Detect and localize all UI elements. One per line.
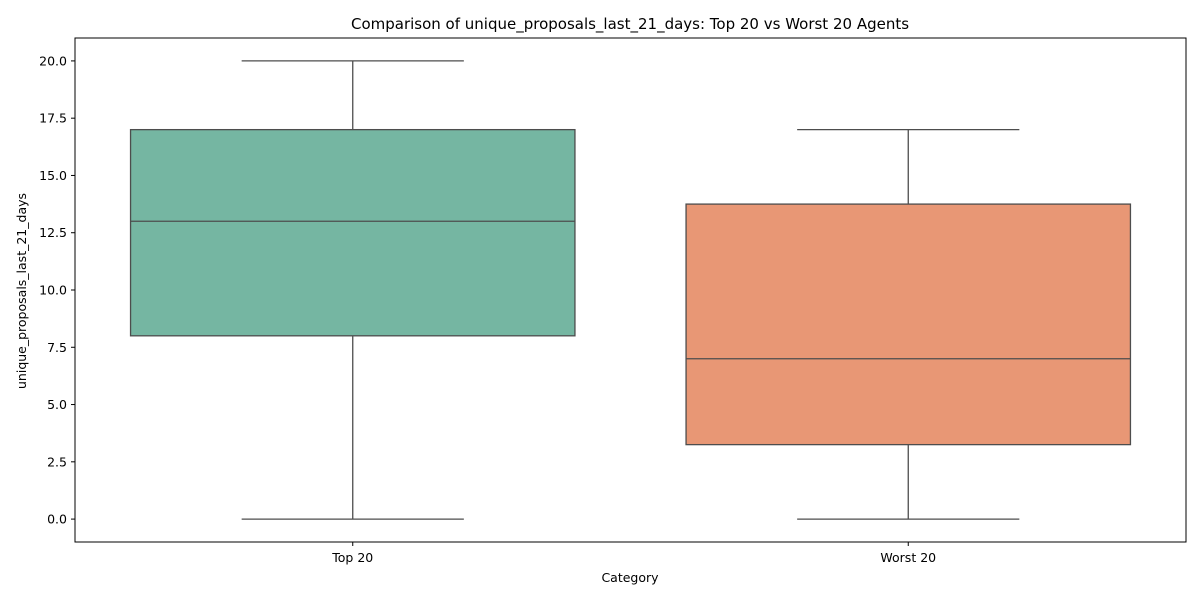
y-tick-label: 2.5 — [47, 454, 67, 469]
y-tick-label: 5.0 — [47, 397, 67, 412]
y-tick-label: 7.5 — [47, 340, 67, 355]
box-top-20 — [129, 128, 576, 337]
y-tick-label: 0.0 — [47, 512, 67, 527]
y-tick-label: 12.5 — [39, 225, 67, 240]
plot-area: 0.0 2.5 5.0 7.5 10.0 12.5 15.0 17.5 20.0 Top 20 Wo… — [39, 37, 1187, 565]
y-axis-label: unique_proposals_last_21_days — [14, 193, 29, 389]
y-tick-label: 15.0 — [39, 168, 67, 183]
y-tick-label: 10.0 — [39, 283, 67, 298]
chart-title: Comparison of unique_proposals_last_21_d… — [351, 15, 909, 34]
y-tick-label: 20.0 — [39, 53, 67, 68]
y-tick-label: 17.5 — [39, 111, 67, 126]
x-tick-label: Top 20 — [331, 550, 373, 565]
x-tick-label: Worst 20 — [880, 550, 936, 565]
box-worst-20 — [685, 203, 1132, 446]
x-axis-label: Category — [601, 570, 659, 585]
